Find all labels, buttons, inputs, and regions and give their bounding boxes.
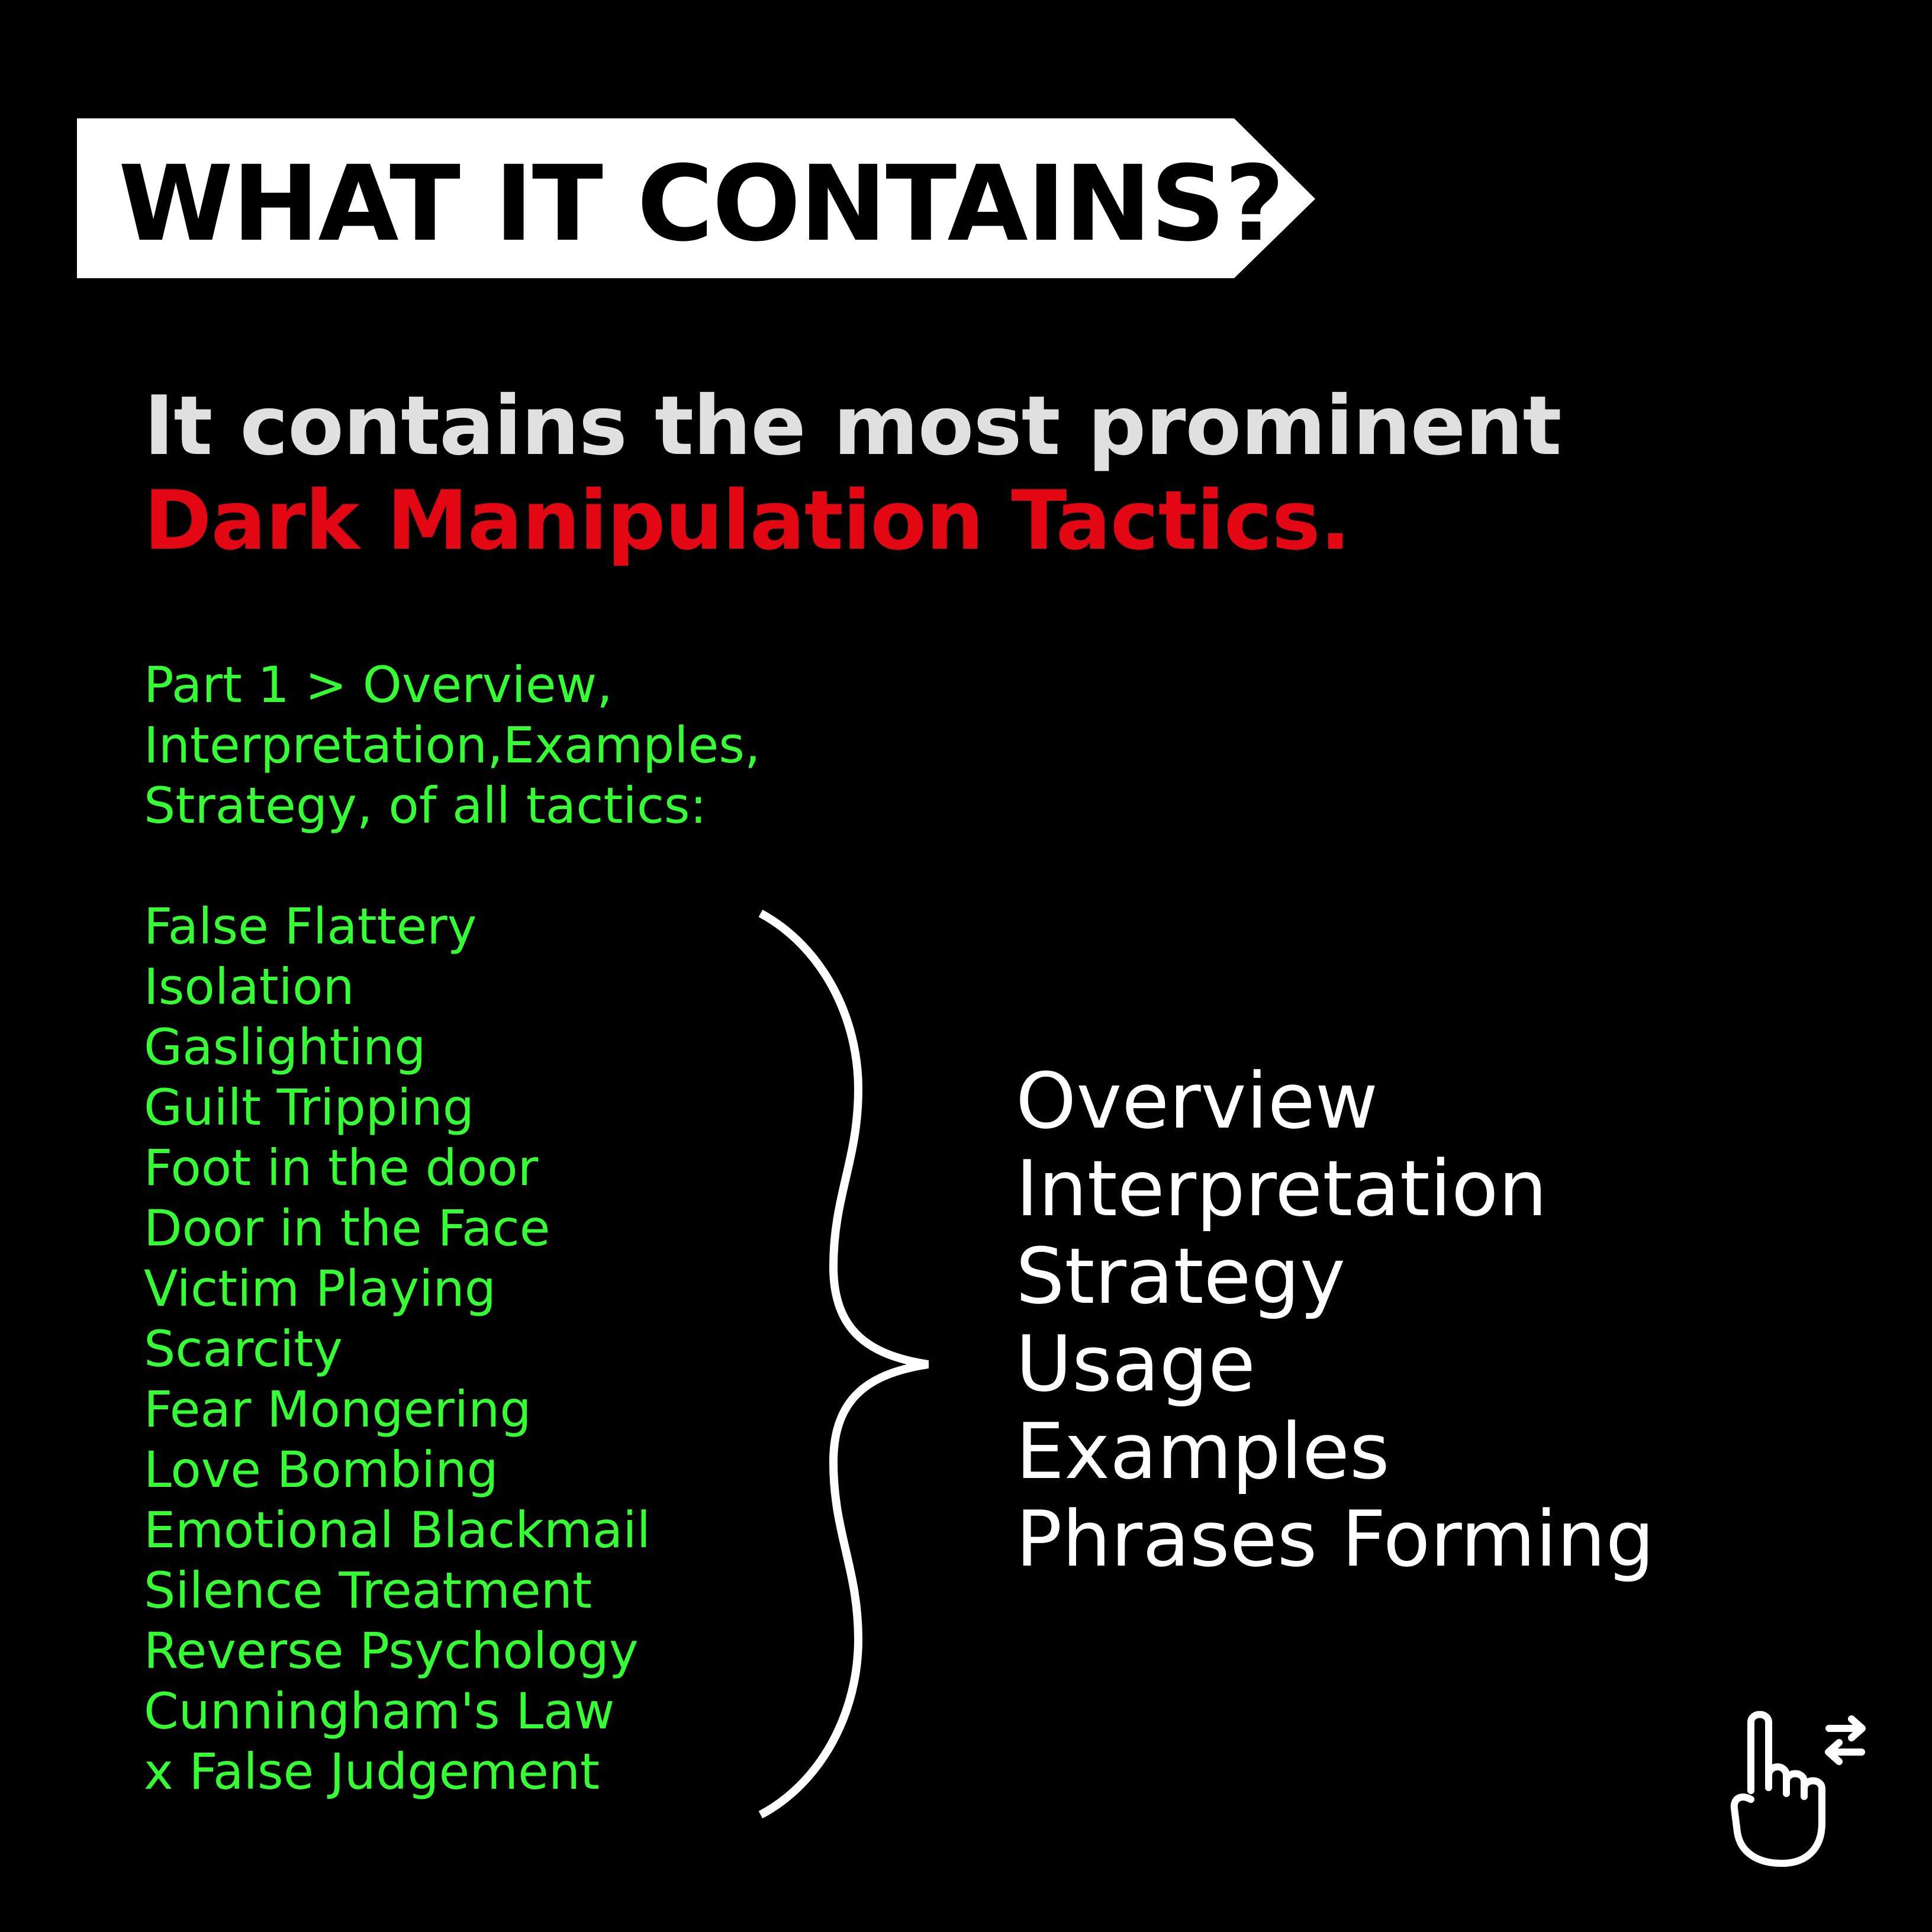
tactic-item: Isolation xyxy=(144,958,355,1016)
tactic-item: Love Bombing xyxy=(144,1441,498,1499)
tactic-item: Guilt Tripping xyxy=(144,1078,475,1136)
tactic-item: False Flattery xyxy=(144,897,477,955)
tactic-item: Gaslighting xyxy=(144,1018,426,1076)
aspect-item: Usage xyxy=(1016,1319,1256,1409)
aspect-item: Phrases Forming xyxy=(1016,1494,1655,1584)
tactic-item: Cunningham's Law xyxy=(144,1682,615,1740)
tactics-list: False Flattery Isolation Gaslighting Gui… xyxy=(144,896,651,1802)
swipe-hand-icon[interactable] xyxy=(1717,1705,1870,1870)
aspect-item: Strategy xyxy=(1016,1231,1346,1321)
aspect-item: Examples xyxy=(1016,1406,1390,1496)
tactic-item: Silence Treatment xyxy=(144,1561,592,1619)
tactic-item: Emotional Blackmail xyxy=(144,1501,651,1559)
headline-line-1: It contains the most prominent xyxy=(144,378,1561,474)
intro-line: Part 1 > Overview, xyxy=(144,656,613,714)
aspect-item: Interpretation xyxy=(1016,1144,1547,1234)
page-title: WHAT IT CONTAINS? xyxy=(118,143,1284,265)
intro-line: Strategy, of all tactics: xyxy=(144,777,707,835)
tactic-item: x False Judgement xyxy=(144,1743,600,1801)
tactic-item: Victim Playing xyxy=(144,1260,497,1318)
headline-highlight: Dark Manipulation Tactics. xyxy=(144,473,1351,568)
aspect-item: Overview xyxy=(1016,1056,1379,1146)
tactic-item: Scarcity xyxy=(144,1320,343,1378)
intro-text: Part 1 > Overview, Interpretation,Exampl… xyxy=(144,655,761,836)
tactic-item: Fear Mongering xyxy=(144,1380,532,1438)
tactic-item: Foot in the door xyxy=(144,1139,539,1197)
headline: It contains the most prominent Dark Mani… xyxy=(144,379,1561,568)
tactic-item: Door in the Face xyxy=(144,1199,550,1257)
tactic-item: Reverse Psychology xyxy=(144,1622,639,1680)
intro-line: Interpretation,Examples, xyxy=(144,716,761,774)
aspects-list: Overview Interpretation Strategy Usage E… xyxy=(1016,1057,1654,1583)
